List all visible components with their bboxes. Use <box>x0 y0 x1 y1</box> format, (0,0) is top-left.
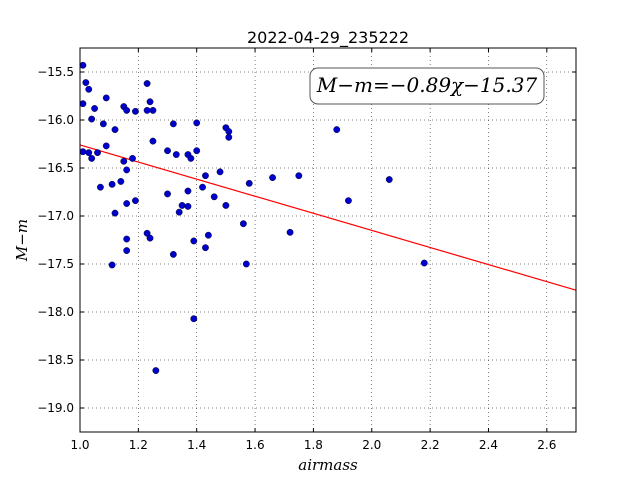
data-point <box>88 154 96 162</box>
x-tick-label: 2.6 <box>537 438 556 452</box>
data-point <box>102 142 110 150</box>
data-point <box>187 154 195 162</box>
x-tick-label: 1.2 <box>129 438 148 452</box>
data-point <box>79 61 87 69</box>
y-tick-label: −16.5 <box>37 161 74 175</box>
data-point <box>146 234 154 242</box>
data-point <box>146 98 154 106</box>
data-point <box>102 94 110 102</box>
data-point <box>222 202 230 209</box>
data-point <box>225 133 233 141</box>
data-point <box>216 168 224 176</box>
data-point <box>286 228 294 236</box>
data-point <box>123 235 131 243</box>
x-axis-ticks: 1.0 1.2 1.4 1.6 1.8 2.0 2.2 2.4 2.6 <box>70 48 556 452</box>
x-tick-label: 1.0 <box>70 438 89 452</box>
y-tick-label: −16.0 <box>37 113 74 127</box>
data-point <box>85 149 93 157</box>
data-point <box>184 187 192 195</box>
data-point <box>345 197 352 205</box>
data-point <box>245 179 253 187</box>
data-point <box>169 250 177 258</box>
data-point <box>420 259 428 267</box>
data-point <box>295 172 303 180</box>
data-point <box>242 260 250 268</box>
data-point <box>129 154 136 162</box>
data-point <box>178 202 186 209</box>
data-point <box>111 209 119 217</box>
data-point <box>120 157 128 165</box>
data-point <box>172 151 180 158</box>
data-point <box>132 107 139 115</box>
data-points <box>79 61 428 374</box>
data-point <box>143 107 151 114</box>
x-tick-label: 1.6 <box>246 438 265 452</box>
annotation-box <box>309 67 545 105</box>
y-axis-label: M−m <box>13 219 31 262</box>
data-point <box>82 79 90 86</box>
x-tick-label: 2.0 <box>362 438 381 452</box>
x-tick-label: 2.4 <box>479 438 498 452</box>
data-point <box>193 147 201 155</box>
data-point <box>210 193 218 201</box>
data-point <box>97 183 104 191</box>
data-point <box>99 120 107 128</box>
data-point <box>79 100 87 108</box>
data-point <box>143 80 151 87</box>
x-tick-label: 1.4 <box>187 438 206 452</box>
y-tick-label: −19.0 <box>37 401 74 415</box>
data-point <box>111 126 119 134</box>
y-tick-label: −15.5 <box>37 65 74 79</box>
y-tick-label: −18.0 <box>37 305 74 319</box>
data-point <box>149 137 157 145</box>
data-point <box>164 147 171 155</box>
fit-annotation: M−m=−0.89χ−15.37 <box>309 67 545 105</box>
x-tick-label: 1.8 <box>304 438 323 452</box>
data-point <box>108 261 116 269</box>
data-point <box>132 197 139 205</box>
data-point <box>123 107 131 114</box>
data-point <box>91 105 98 112</box>
data-point <box>123 247 131 254</box>
data-point <box>190 237 198 245</box>
data-point <box>152 367 160 374</box>
data-point <box>239 220 247 228</box>
data-point <box>123 166 131 174</box>
data-point <box>184 202 192 210</box>
data-point <box>85 85 93 93</box>
fit-line-group <box>79 144 577 291</box>
data-point <box>202 244 209 252</box>
data-point <box>385 176 393 183</box>
annotation-text: M−m=−0.89χ−15.37 <box>316 73 538 97</box>
plot-frame <box>79 47 577 433</box>
fit-line <box>79 144 577 291</box>
data-point <box>149 107 157 114</box>
data-point <box>193 119 201 127</box>
data-point <box>88 115 96 123</box>
y-tick-label: −18.5 <box>37 353 74 367</box>
x-axis-label: airmass <box>298 456 358 474</box>
data-point <box>164 190 171 198</box>
y-axis-ticks: −15.5 −16.0 −16.5 −17.0 −17.5 −18.0 −18.5 −19.0 <box>37 65 576 415</box>
data-point <box>199 183 206 191</box>
data-point <box>94 149 101 157</box>
data-point <box>333 126 341 134</box>
data-point <box>202 172 209 180</box>
data-point <box>225 128 233 135</box>
data-point <box>169 120 177 128</box>
y-tick-label: −17.0 <box>37 209 74 223</box>
data-point <box>269 174 276 182</box>
data-point <box>190 315 198 323</box>
chart-title: 2022-04-29_235222 <box>247 28 409 48</box>
data-point <box>79 148 87 156</box>
data-point <box>123 200 131 207</box>
data-point <box>204 231 212 239</box>
data-point <box>175 208 183 216</box>
data-point <box>108 180 116 188</box>
x-tick-label: 2.2 <box>421 438 440 452</box>
y-tick-label: −17.5 <box>37 257 74 271</box>
data-point <box>117 178 125 185</box>
